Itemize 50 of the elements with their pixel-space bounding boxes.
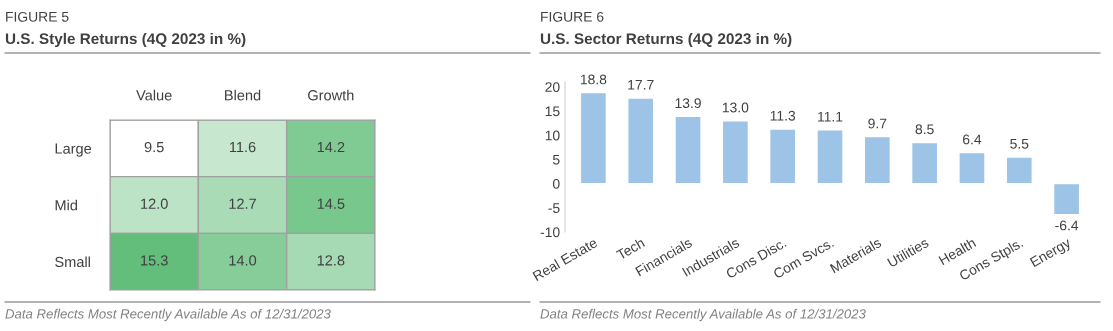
y-tick-label: 20 bbox=[545, 82, 560, 93]
x-tick-label: Growth bbox=[308, 89, 354, 101]
chart-title: U.S. Sector Returns (4Q 2023 in %) bbox=[540, 32, 792, 48]
y-tick-label: 0 bbox=[552, 178, 560, 189]
bar bbox=[863, 135, 892, 185]
bar bbox=[579, 91, 608, 185]
bar bbox=[721, 120, 750, 185]
bar bbox=[958, 151, 986, 185]
data-label: -6.4 bbox=[1055, 220, 1079, 231]
bar bbox=[768, 128, 797, 185]
chart-title: U.S. Style Returns (4Q 2023 in %) bbox=[5, 32, 246, 48]
data-label: 6.4 bbox=[963, 134, 982, 145]
y-tick-label: -10 bbox=[540, 227, 560, 238]
data-label: 8.5 bbox=[915, 124, 934, 135]
data-label: 5.5 bbox=[1010, 139, 1029, 149]
data-label: 13.0 bbox=[722, 102, 749, 113]
text: Data Reflects Most Recently Available As of 12/31/2023 bbox=[540, 308, 866, 322]
data-label: 11.3 bbox=[770, 110, 796, 121]
x-tick-label: Blend bbox=[225, 89, 261, 101]
bar bbox=[910, 141, 939, 185]
data-label: 12.0 bbox=[141, 198, 168, 209]
data-label: 18.8 bbox=[580, 74, 607, 85]
bar bbox=[627, 97, 655, 185]
data-label: 14.2 bbox=[317, 141, 345, 153]
y-tick-label: Large bbox=[55, 143, 92, 157]
bar bbox=[1052, 182, 1081, 216]
bar bbox=[1005, 156, 1033, 185]
data-label: 15.3 bbox=[141, 255, 168, 266]
data-label: 13.9 bbox=[675, 98, 701, 109]
chart-subtitle: FIGURE 5 bbox=[6, 11, 69, 22]
data-label: 12.8 bbox=[317, 255, 345, 266]
y-tick-label: 15 bbox=[545, 106, 560, 117]
text: Data Reflects Most Recently Available As of 12/31/2023 bbox=[5, 308, 331, 322]
y-tick-label: Mid bbox=[55, 199, 77, 211]
x-tick-label: Value bbox=[136, 89, 172, 101]
y-tick-label: -5 bbox=[548, 203, 560, 213]
data-label: 17.7 bbox=[628, 79, 654, 90]
data-label: 14.5 bbox=[317, 198, 345, 209]
data-label: 9.7 bbox=[868, 118, 887, 129]
y-tick-label: 10 bbox=[545, 130, 560, 141]
data-label: 14.0 bbox=[229, 255, 257, 266]
y-tick-label: Small bbox=[55, 256, 90, 268]
bar bbox=[816, 129, 844, 185]
bar bbox=[674, 115, 702, 185]
data-label: 12.7 bbox=[229, 198, 256, 209]
data-label: 11.6 bbox=[229, 141, 256, 153]
data-label: 11.1 bbox=[818, 111, 843, 122]
y-tick-label: 5 bbox=[552, 154, 560, 165]
chart-subtitle: FIGURE 6 bbox=[541, 11, 604, 22]
data-label: 9.5 bbox=[144, 141, 164, 153]
